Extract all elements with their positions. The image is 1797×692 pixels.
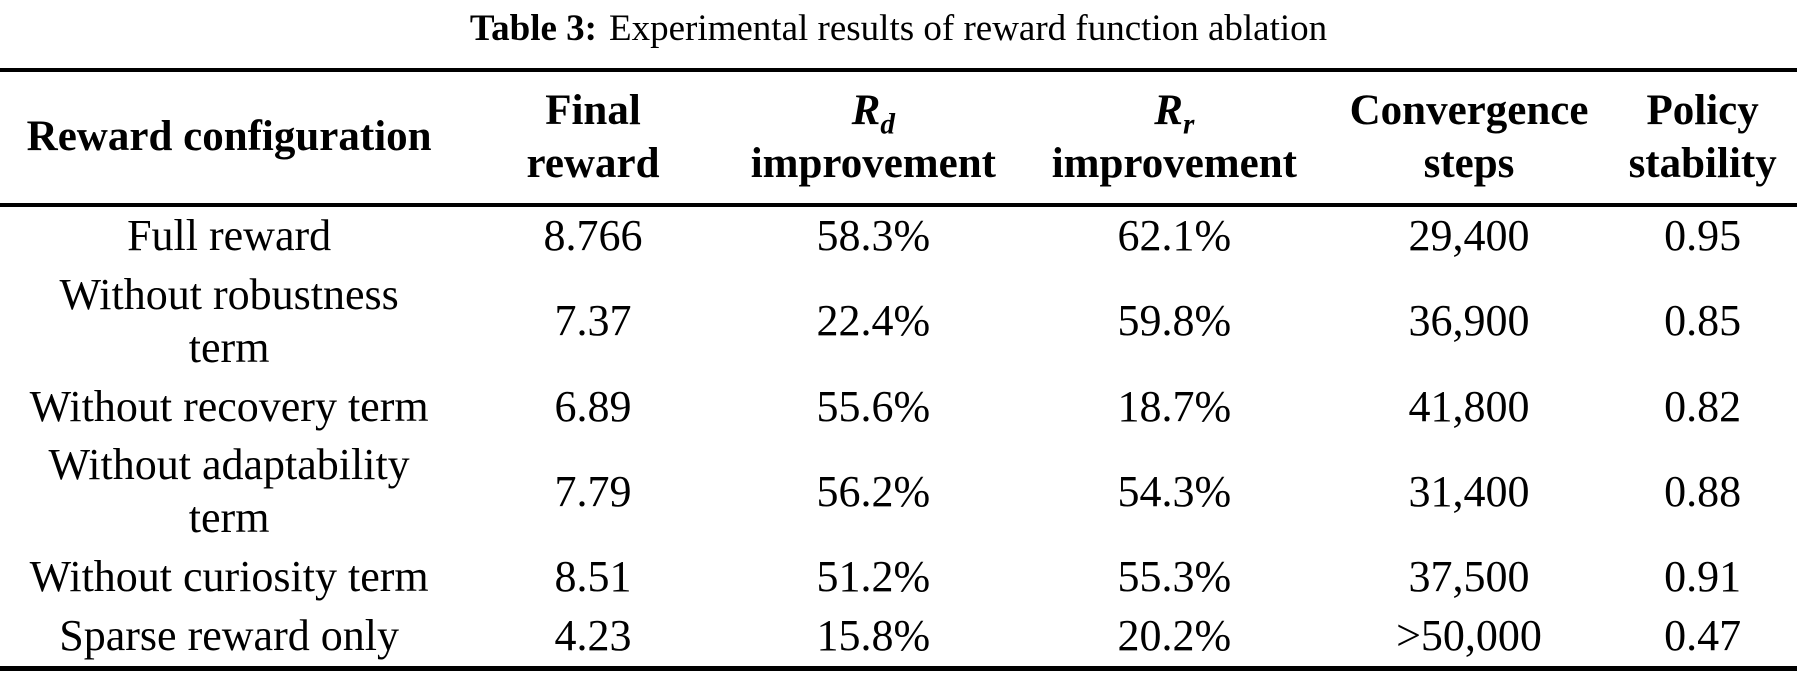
cell-rd-improvement: 22.4% — [816, 296, 931, 346]
cell-policy-stability: 0.91 — [1664, 551, 1742, 601]
column-header-convergence-steps: Convergence steps — [1329, 70, 1609, 208]
column-header-policy-stability: Policy stability — [1608, 70, 1797, 208]
cell-rd-improvement: 15.8% — [816, 610, 931, 660]
config-line: Sparse reward only — [59, 610, 399, 660]
math-symbol: R — [1154, 87, 1183, 135]
table-header: Reward configuration Final reward Rd imp… — [0, 70, 1797, 208]
header-row: Reward configuration Final reward Rd imp… — [0, 70, 1797, 208]
cell-policy-stability: 0.95 — [1664, 211, 1742, 261]
config-line: term — [188, 322, 270, 372]
config-line: Without curiosity term — [29, 551, 429, 601]
cell-rd-improvement: 51.2% — [816, 551, 931, 601]
math-subscript: d — [880, 108, 895, 141]
table-caption: Table 3: Experimental results of reward f… — [0, 6, 1797, 52]
cell-final-reward: 8.766 — [543, 211, 643, 261]
column-header-reward-configuration: Reward configuration — [0, 70, 459, 208]
cell-policy-stability: 0.47 — [1664, 610, 1742, 660]
table-caption-label: Table 3: — [469, 8, 597, 49]
math-symbol: R — [851, 87, 881, 135]
cell-rr-improvement: 55.3% — [1117, 551, 1232, 601]
cell-final-reward: 7.37 — [554, 296, 632, 346]
header-line: improvement — [750, 139, 996, 187]
cell-convergence-steps: 41,800 — [1408, 381, 1530, 431]
cell-rr-improvement: 59.8% — [1117, 296, 1232, 346]
math-symbol-rd: Rd — [734, 85, 1013, 139]
cell-convergence-steps: 37,500 — [1408, 551, 1530, 601]
math-symbol-rr: Rr — [1025, 85, 1324, 139]
cell-policy-stability: 0.82 — [1664, 381, 1742, 431]
cell-rr-improvement: 18.7% — [1117, 381, 1232, 431]
header-line: Final — [545, 87, 641, 135]
cell-convergence-steps: 36,900 — [1408, 296, 1530, 346]
column-header-rd-improvement: Rd improvement — [727, 70, 1019, 208]
cell-final-reward: 8.51 — [554, 551, 632, 601]
cell-final-reward: 6.89 — [554, 381, 632, 431]
cell-rr-improvement: 54.3% — [1117, 466, 1232, 516]
cell-convergence-steps: 31,400 — [1408, 466, 1530, 516]
cell-rr-improvement: 20.2% — [1117, 610, 1232, 660]
table-body: Full reward 8.766 58.3% 62.1% 29,400 0.9… — [0, 205, 1797, 668]
config-line: term — [188, 493, 270, 543]
header-line: improvement — [1051, 139, 1297, 187]
math-subscript: r — [1182, 108, 1195, 141]
cell-convergence-steps: >50,000 — [1396, 610, 1542, 660]
table-row-full-reward: Full reward 8.766 58.3% 62.1% 29,400 0.9… — [0, 205, 1797, 266]
config-line: Without robustness — [59, 269, 399, 319]
table-row-without-curiosity: Without curiosity term 8.51 51.2% 55.3% … — [0, 548, 1797, 607]
cell-config: Without robustness term — [0, 266, 458, 378]
cell-convergence-steps: 29,400 — [1408, 211, 1530, 261]
cell-rd-improvement: 56.2% — [816, 466, 931, 516]
cell-final-reward: 7.79 — [554, 466, 632, 516]
header-line: Convergence — [1349, 87, 1589, 135]
table-row-without-adaptability: Without adaptability term 7.79 56.2% 54.… — [0, 436, 1797, 548]
cell-policy-stability: 0.88 — [1664, 466, 1742, 516]
cell-config: Without recovery term — [0, 378, 458, 437]
config-line: Without adaptability — [48, 440, 410, 490]
table-row-sparse-reward: Sparse reward only 4.23 15.8% 20.2% >50,… — [0, 607, 1797, 668]
cell-config: Without curiosity term — [0, 548, 458, 607]
table-row-without-robustness: Without robustness term 7.37 22.4% 59.8%… — [0, 266, 1797, 378]
column-header-final-reward: Final reward — [458, 70, 728, 208]
header-line: Reward configuration — [26, 113, 432, 161]
cell-config: Sparse reward only — [0, 607, 458, 668]
cell-config: Without adaptability term — [0, 436, 458, 548]
cell-rd-improvement: 55.6% — [816, 381, 931, 431]
cell-config: Full reward — [0, 205, 458, 266]
results-table: Reward configuration Final reward Rd imp… — [0, 68, 1797, 671]
column-header-rr-improvement: Rr improvement — [1018, 70, 1330, 208]
cell-final-reward: 4.23 — [554, 610, 632, 660]
cell-rr-improvement: 62.1% — [1117, 211, 1232, 261]
cell-rd-improvement: 58.3% — [816, 211, 931, 261]
cell-policy-stability: 0.85 — [1664, 296, 1742, 346]
header-line: Policy — [1646, 87, 1759, 135]
config-line: Without recovery term — [29, 381, 429, 431]
header-line: reward — [526, 139, 660, 187]
config-line: Full reward — [127, 211, 332, 261]
header-line: stability — [1628, 139, 1777, 187]
table-caption-text: Experimental results of reward function … — [608, 8, 1328, 49]
header-line: steps — [1423, 139, 1515, 187]
table-row-without-recovery: Without recovery term 6.89 55.6% 18.7% 4… — [0, 378, 1797, 437]
